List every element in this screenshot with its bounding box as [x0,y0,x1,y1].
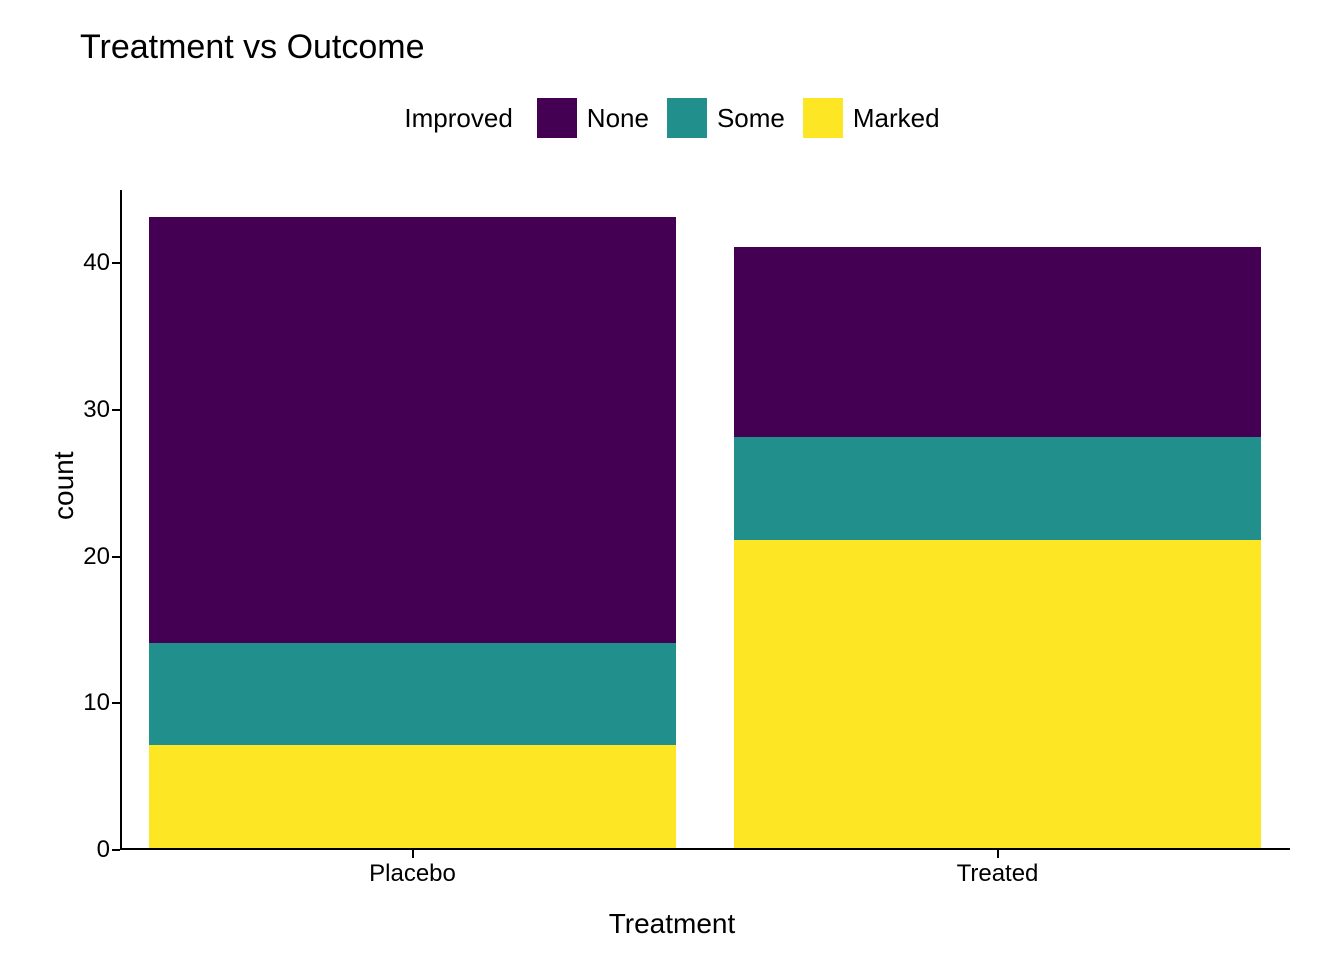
legend-swatch-some [667,98,707,138]
x-tick-label: Treated [957,860,1039,888]
legend: Improved None Some Marked [0,98,1344,138]
y-tick [112,702,120,704]
legend-label-some: Some [717,103,785,134]
bar-segment-none [149,217,676,642]
x-axis-line [120,848,1290,850]
y-tick [112,556,120,558]
x-axis-title: Treatment [0,908,1344,940]
bar-segment-none [734,247,1261,438]
y-tick-label: 40 [70,249,110,277]
bar-segment-some [734,437,1261,540]
y-tick [112,409,120,411]
y-tick-label: 30 [70,396,110,424]
y-tick [112,262,120,264]
legend-item-some: Some [667,98,785,138]
y-axis-line [120,190,122,850]
chart-title: Treatment vs Outcome [80,28,425,67]
chart-container: Treatment vs Outcome Improved None Some … [0,0,1344,960]
legend-swatch-none [537,98,577,138]
legend-title: Improved [404,103,512,134]
plot-area: 010203040PlaceboTreated [120,190,1290,850]
x-tick [997,850,999,858]
legend-label-none: None [587,103,649,134]
bar-segment-marked [734,540,1261,848]
y-tick-label: 0 [70,836,110,864]
y-axis-title: count [48,452,80,521]
x-tick [412,850,414,858]
y-tick [112,849,120,851]
legend-swatch-marked [803,98,843,138]
y-tick-label: 20 [70,543,110,571]
x-tick-label: Placebo [369,860,456,888]
bar-placebo [149,217,676,848]
bar-segment-marked [149,745,676,848]
legend-item-none: None [537,98,649,138]
legend-item-marked: Marked [803,98,940,138]
bar-segment-some [149,643,676,746]
legend-label-marked: Marked [853,103,940,134]
bar-treated [734,247,1261,848]
y-tick-label: 10 [70,689,110,717]
